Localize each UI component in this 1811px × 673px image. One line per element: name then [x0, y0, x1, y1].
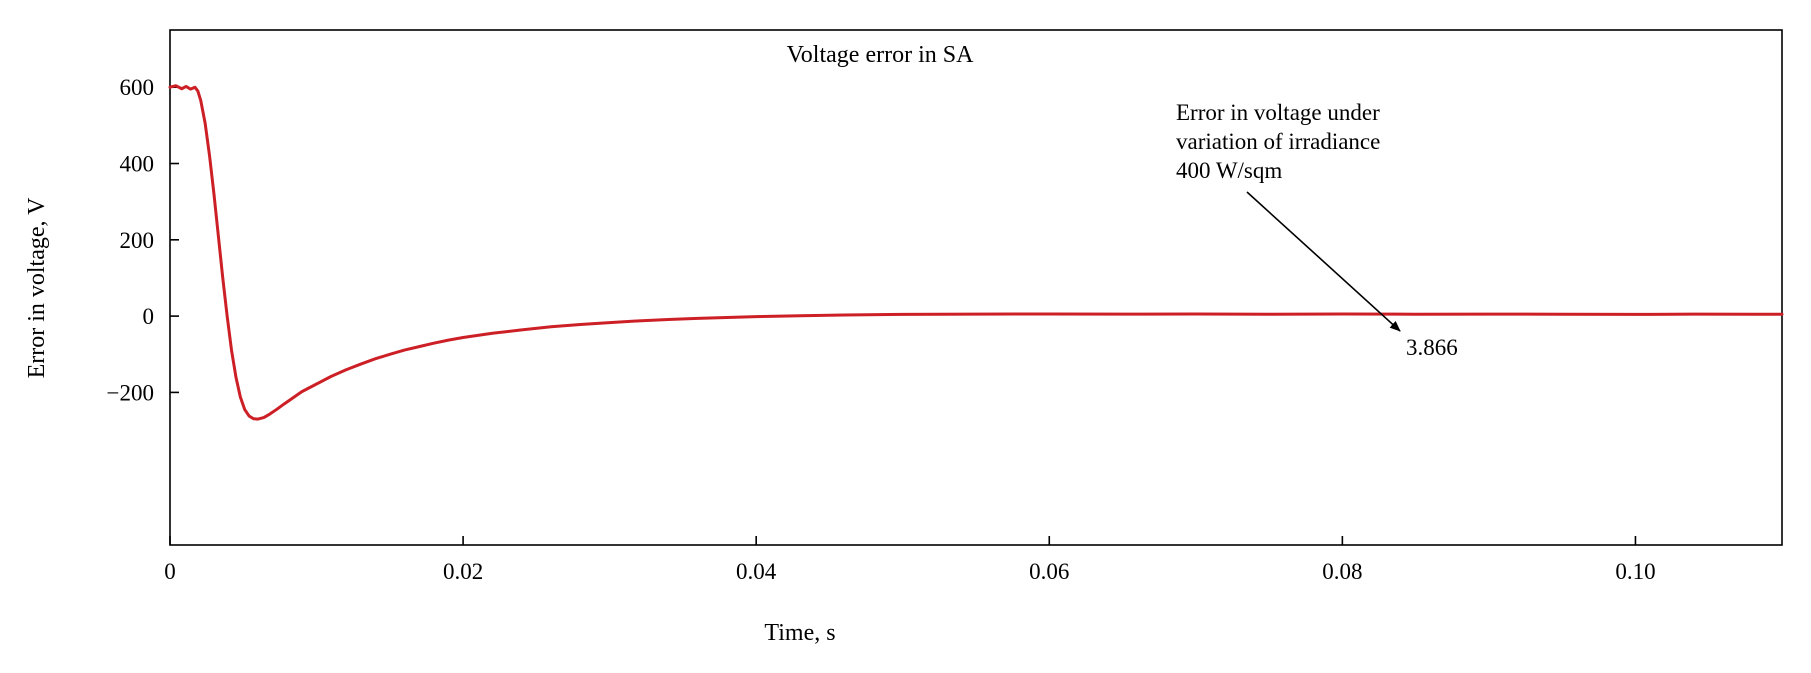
x-axis-tick-label: 0	[164, 559, 176, 584]
x-axis-tick-label: 0.10	[1615, 559, 1655, 584]
annotation-text-line: Error in voltage under	[1176, 100, 1380, 125]
y-axis-label: Error in voltage, V	[24, 197, 50, 379]
annotation-text-line: variation of irradiance	[1176, 129, 1380, 154]
annotation-text-line: 400 W/sqm	[1176, 158, 1282, 183]
x-axis-tick-label: 0.06	[1029, 559, 1069, 584]
y-axis-tick-label: 0	[143, 304, 155, 329]
y-axis-tick-label: 400	[120, 152, 155, 177]
x-axis-tick-label: 0.08	[1322, 559, 1362, 584]
x-axis-tick-label: 0.04	[736, 559, 777, 584]
annotation-arrow	[1246, 191, 1401, 332]
series-line-voltage-error	[168, 84, 1784, 421]
y-axis-tick-label: −200	[107, 380, 154, 405]
y-axis-tick-label: 200	[120, 228, 155, 253]
y-axis-tick-label: 600	[120, 75, 155, 100]
x-axis-tick-label: 0.02	[443, 559, 483, 584]
plot-border	[169, 29, 1783, 546]
annotation-value-label: 3.866	[1406, 335, 1458, 360]
chart-title: Voltage error in SA	[787, 42, 975, 68]
x-axis-label: Time, s	[764, 620, 835, 646]
